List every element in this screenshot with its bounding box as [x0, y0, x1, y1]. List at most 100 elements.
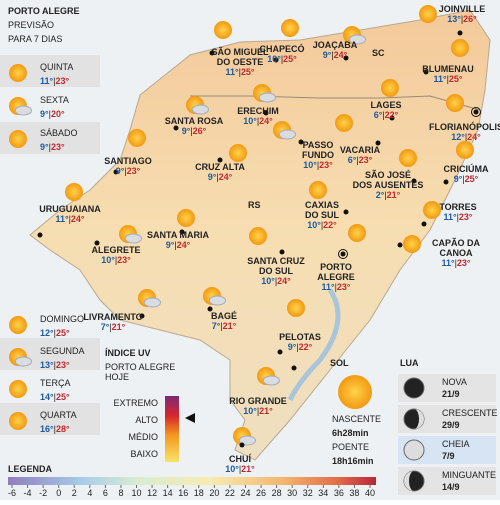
- separator: |: [53, 76, 55, 86]
- temperature: 10°|23°: [101, 255, 131, 265]
- max-temp: 21°: [387, 190, 401, 200]
- uv-level: MÉDIO: [128, 432, 158, 442]
- sun-time: 18h16min: [332, 456, 374, 466]
- sun-icon: [456, 141, 474, 159]
- sun-title: SOL: [330, 358, 349, 368]
- min-temp: 9°: [288, 342, 297, 352]
- min-temp: 11°: [443, 212, 457, 222]
- max-temp: 21°: [259, 406, 273, 416]
- max-temp: 25°: [283, 54, 297, 64]
- max-temp: 23°: [56, 360, 70, 370]
- separator: |: [49, 109, 51, 119]
- legend-tick-label: 8: [118, 488, 123, 498]
- temperature: 9°|24°: [166, 240, 191, 250]
- separator: |: [335, 282, 337, 292]
- city-name: LAGES: [370, 100, 401, 110]
- separator: |: [317, 160, 319, 170]
- separator: |: [220, 321, 222, 331]
- city-dot: [217, 157, 223, 163]
- subtitle: PARA 7 DIAS: [8, 34, 62, 44]
- separator: |: [115, 255, 117, 265]
- separator: |: [455, 258, 457, 268]
- uv-subtitle: PORTO ALEGRE: [105, 362, 175, 372]
- city-name: SANTA ROSA: [165, 116, 224, 126]
- max-temp: 24°: [177, 240, 191, 250]
- max-temp: 21°: [223, 321, 237, 331]
- temperature: 11°|25°: [433, 74, 462, 84]
- city-name: CANOA: [440, 248, 473, 258]
- sun-icon: [9, 316, 27, 334]
- separator: |: [239, 464, 241, 474]
- max-temp: 23°: [459, 212, 473, 222]
- legend-tick-label: 34: [318, 488, 328, 498]
- legend-tick-label: 32: [303, 488, 313, 498]
- city-name: FUNDO: [302, 150, 334, 160]
- separator: |: [331, 50, 333, 60]
- max-temp: 26°: [463, 14, 477, 24]
- city-dot: [277, 349, 283, 355]
- sun-icon: [9, 130, 27, 148]
- legend-tick-label: 2: [72, 488, 77, 498]
- sun-icon: [229, 144, 247, 162]
- moon-title: LUA: [400, 358, 419, 368]
- max-temp: 25°: [56, 392, 70, 402]
- sun-icon: [309, 181, 327, 199]
- cloud-icon: [278, 129, 296, 140]
- min-temp: 7°: [101, 322, 110, 332]
- city-name: PELOTAS: [279, 332, 321, 342]
- legend-tick-label: 18: [194, 488, 204, 498]
- min-temp: 12°: [451, 132, 465, 142]
- city-dot: [273, 57, 279, 63]
- separator: |: [384, 190, 386, 200]
- moon-date: 29/9: [442, 420, 460, 430]
- city-dot: [340, 251, 346, 257]
- city-name: JOAÇABA: [313, 40, 358, 50]
- sun-icon: [403, 235, 421, 253]
- city-name: SÃO MIGUEL: [211, 47, 269, 57]
- min-temp: 12°: [40, 328, 54, 338]
- max-temp: 24°: [467, 132, 481, 142]
- sun-icon: [399, 149, 417, 167]
- city-dot: [113, 169, 119, 175]
- city-name: CAXIAS: [305, 200, 339, 210]
- temperature: 9°|20°: [40, 109, 65, 119]
- max-temp: 24°: [277, 276, 291, 286]
- city-name: URUGUAIANA: [39, 204, 101, 214]
- city-name: JOINVILLE: [439, 4, 486, 14]
- cloud-icon: [191, 104, 209, 115]
- temperature: 10°|21°: [225, 464, 255, 474]
- sun-time: 6h28min: [332, 428, 369, 438]
- cloud-icon: [208, 295, 226, 306]
- state-border: [190, 95, 481, 111]
- min-temp: 10°: [267, 54, 281, 64]
- legend-tick-label: 22: [225, 488, 235, 498]
- legend-tick-label: 6: [103, 488, 108, 498]
- sun-icon: [335, 114, 353, 132]
- city-dot: [139, 313, 145, 319]
- max-temp: 23°: [51, 142, 65, 152]
- min-temp: 9°: [116, 166, 125, 176]
- temperature: 9°|26°: [182, 126, 207, 136]
- min-temp: 9°: [182, 126, 191, 136]
- city-name: RIO GRANDE: [229, 396, 287, 406]
- sun-icon: [9, 64, 27, 82]
- min-temp: 9°: [40, 142, 49, 152]
- min-temp: 10°: [261, 276, 275, 286]
- city-name: PASSO: [303, 140, 334, 150]
- uv-scale: [165, 396, 179, 462]
- city-name: SANTA CRUZ: [247, 256, 305, 266]
- max-temp: 28°: [56, 424, 70, 434]
- min-temp: 13°: [447, 14, 461, 24]
- min-temp: 11°: [433, 74, 447, 84]
- temperature: 6°|23°: [348, 155, 373, 165]
- city-dot: [473, 109, 479, 115]
- temperature: 11°|23°: [443, 212, 472, 222]
- min-temp: 9°: [454, 174, 463, 184]
- moon-phase: CHEIA: [442, 439, 470, 449]
- min-temp: 9°: [323, 50, 332, 60]
- separator: |: [281, 54, 283, 64]
- sun-icon: [128, 129, 146, 147]
- temperature: 7°|21°: [212, 321, 237, 331]
- min-temp: 10°: [101, 255, 115, 265]
- city-name: CRUZ ALTA: [195, 162, 245, 172]
